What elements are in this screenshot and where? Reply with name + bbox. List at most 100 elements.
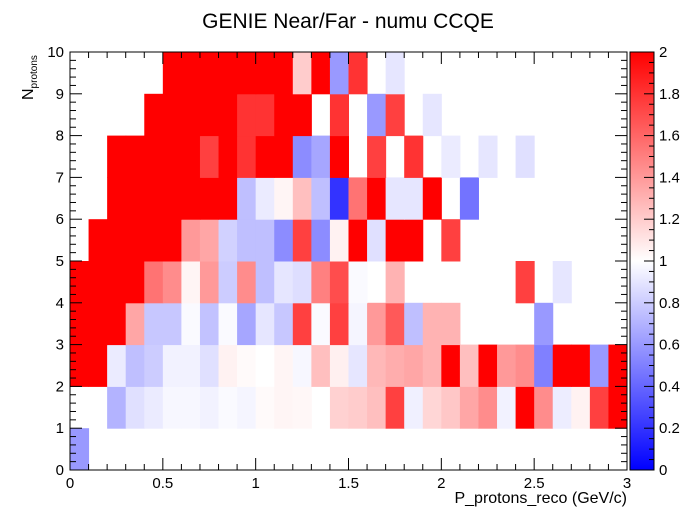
heatmap-cell <box>589 344 609 387</box>
heatmap-cell <box>162 302 182 346</box>
heatmap-cell <box>459 177 479 220</box>
z-tick-label: 0.4 <box>659 378 680 395</box>
y-tick-label: 6 <box>56 211 64 228</box>
heatmap-cell <box>311 261 331 304</box>
heatmap-cell <box>367 302 387 346</box>
y-tick-label: 7 <box>56 169 64 186</box>
z-tick-label: 0 <box>659 462 667 479</box>
heatmap-cell <box>274 261 294 304</box>
heatmap-cell <box>367 344 387 387</box>
y-axis-label-sub: protons <box>29 55 40 88</box>
heatmap-cell <box>385 344 405 387</box>
heatmap-cell <box>292 177 312 220</box>
z-tick-label: 2 <box>659 44 667 61</box>
heatmap-cell <box>181 52 201 95</box>
heatmap-cell <box>144 344 164 387</box>
heatmap-cell <box>274 344 294 387</box>
heatmap-cell <box>255 52 275 95</box>
heatmap-cell <box>274 386 294 429</box>
heatmap-cell <box>255 261 275 304</box>
heatmap-cell <box>218 261 238 304</box>
x-tick-label: 2 <box>437 475 445 492</box>
y-tick-label: 10 <box>47 44 64 61</box>
heatmap-cell <box>292 344 312 387</box>
heatmap-cell <box>441 219 461 262</box>
heatmap-cell <box>329 135 349 178</box>
heatmap-cell <box>144 219 164 262</box>
heatmap-cell <box>199 261 220 304</box>
heatmap-cell <box>404 135 424 178</box>
heatmap-cell <box>237 135 257 178</box>
heatmap-cell <box>497 344 517 387</box>
heatmap-cell <box>385 177 405 220</box>
x-tick-label: 0 <box>66 475 74 492</box>
heatmap-cell <box>274 177 294 220</box>
z-tick-label: 1.2 <box>659 211 680 228</box>
x-tick-label: 0.5 <box>152 475 173 492</box>
y-tick-label: 0 <box>56 462 64 479</box>
color-scale-axis: 0 0.2 0.4 0.6 0.8 1 1.2 1.4 1.6 1.8 2 <box>644 44 680 479</box>
heatmap-cell <box>162 219 182 262</box>
heatmap-cell <box>311 177 331 220</box>
heatmap-cell <box>385 261 405 304</box>
heatmap-cell <box>125 135 145 178</box>
heatmap-cell <box>237 386 257 429</box>
heatmap-cell <box>181 344 201 387</box>
x-tick-label: 1 <box>251 475 259 492</box>
y-tick-label: 9 <box>56 86 64 103</box>
heatmap-cell <box>237 261 257 304</box>
heatmap-cell <box>199 135 220 178</box>
heatmap-cell <box>329 302 349 346</box>
heatmap-cell <box>292 302 312 346</box>
heatmap-cell <box>255 344 275 387</box>
heatmap-cell <box>478 135 498 178</box>
x-tick-label: 2.5 <box>524 475 545 492</box>
y-tick-label: 2 <box>56 378 64 395</box>
heatmap-cell <box>218 344 238 387</box>
heatmap-cell <box>422 302 442 346</box>
heatmap-cell <box>70 428 90 471</box>
heatmap-cell <box>459 386 479 429</box>
heatmap-cell <box>237 219 257 262</box>
heatmap-cell <box>292 386 312 429</box>
heatmap-cell <box>88 261 108 304</box>
heatmap-cell <box>237 177 257 220</box>
heatmap-cell <box>329 261 349 304</box>
heatmap-cell <box>534 302 554 346</box>
heatmap-cell <box>181 93 201 137</box>
heatmap-cell <box>348 219 368 262</box>
heatmap-cell <box>144 261 164 304</box>
heatmap-cell <box>144 177 164 220</box>
heatmap-cell <box>497 386 517 429</box>
x-axis: 0 0.5 1 1.5 2 2.5 3 <box>66 52 631 492</box>
heatmap-cell <box>441 302 461 346</box>
heatmap-cell <box>385 52 405 95</box>
heatmap-cell <box>441 135 461 178</box>
heatmap-cell <box>422 177 442 220</box>
y-tick-label: 1 <box>56 420 64 437</box>
heatmap-cell <box>329 386 349 429</box>
heatmap-cell <box>107 177 127 220</box>
heatmap-cell <box>237 52 257 95</box>
heatmap-cell <box>162 261 182 304</box>
heatmap-cell <box>274 135 294 178</box>
chart-title: GENIE Near/Far - numu CCQE <box>202 10 494 33</box>
heatmap-cell <box>162 386 182 429</box>
heatmap-cell <box>218 177 238 220</box>
heatmap-cell <box>274 52 294 95</box>
heatmap-cell <box>107 386 127 429</box>
y-axis-label-main: N <box>20 88 37 100</box>
heatmap-cell <box>181 302 201 346</box>
heatmap-cells <box>70 52 628 471</box>
heatmap-cell <box>274 302 294 346</box>
heatmap-cell <box>589 386 609 429</box>
heatmap-cell <box>329 93 349 137</box>
z-tick-label: 1.6 <box>659 128 680 145</box>
heatmap-cell <box>329 219 349 262</box>
y-tick-label: 8 <box>56 128 64 145</box>
heatmap-cell <box>255 135 275 178</box>
heatmap-cell <box>144 93 164 137</box>
heatmap-cell <box>552 261 572 304</box>
heatmap-cell <box>144 386 164 429</box>
heatmap-cell <box>515 135 535 178</box>
